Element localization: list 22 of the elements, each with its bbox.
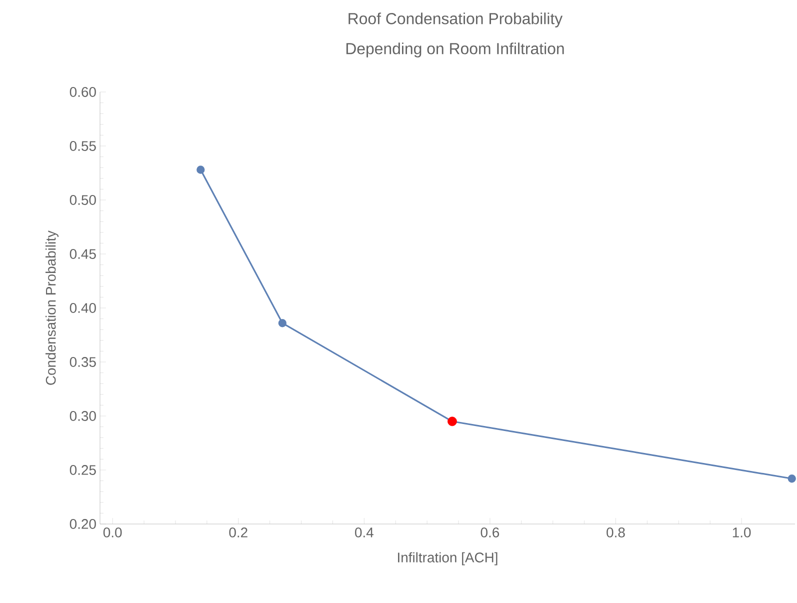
x-tick-label: 1.0: [732, 528, 751, 538]
x-tick-label: 0.4: [355, 528, 374, 538]
y-tick-label: 0.35: [70, 357, 96, 367]
y-tick-label: 0.45: [70, 249, 96, 259]
x-tick-label: 0.2: [229, 528, 248, 538]
y-tick-label: 0.55: [70, 141, 96, 151]
y-tick-label: 0.30: [70, 411, 96, 421]
y-tick-label: 0.20: [70, 519, 96, 529]
y-tick-label: 0.25: [70, 465, 96, 475]
point: [788, 474, 796, 483]
x-tick-label: 0.0: [103, 528, 122, 538]
point: [278, 319, 286, 328]
y-axis-title: Condensation Probability: [46, 230, 59, 385]
y-tick-label: 0.50: [70, 195, 96, 205]
chart-title: Roof Condensation Probability: [348, 12, 563, 28]
y-tick-label: 0.40: [70, 303, 96, 313]
y-tick-label: 0.60: [70, 87, 96, 97]
point: [196, 166, 205, 174]
x-tick-label: 0.8: [606, 528, 625, 538]
chart-subtitle: Depending on Room Infiltration: [346, 42, 564, 58]
x-axis-title: Infiltration [ACH]: [398, 552, 498, 566]
x-tick-label: 0.6: [480, 528, 500, 538]
